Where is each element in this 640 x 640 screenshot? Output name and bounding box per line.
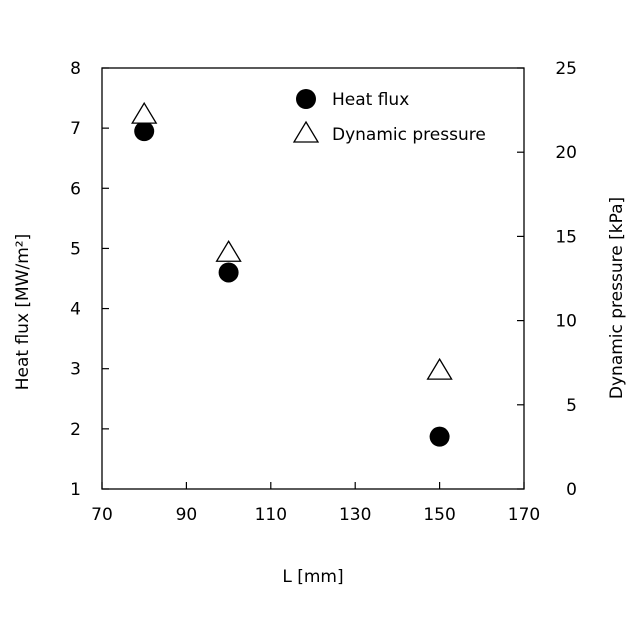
right-y-tick-label: 25 — [555, 59, 577, 79]
right-y-axis-ticks: 0 5 10 15 20 25 — [517, 59, 577, 500]
left-y-tick-label: 3 — [70, 360, 81, 380]
right-y-tick-label: 15 — [555, 227, 577, 247]
right-y-tick-label: 5 — [566, 396, 577, 416]
dynamic-pressure-point — [132, 103, 156, 123]
left-y-tick-label: 1 — [70, 480, 81, 500]
legend-label-heat-flux: Heat flux — [332, 90, 409, 110]
x-tick-label: 90 — [176, 505, 198, 525]
left-y-axis-title: Heat flux [MW/m²] — [13, 234, 33, 391]
x-tick-label: 70 — [91, 505, 113, 525]
legend-label-dynamic-pressure: Dynamic pressure — [332, 125, 486, 145]
heat-flux-point — [134, 121, 154, 141]
left-y-tick-label: 5 — [70, 239, 81, 259]
left-y-tick-label: 2 — [70, 420, 81, 440]
dynamic-pressure-point — [217, 241, 241, 261]
x-tick-label: 170 — [508, 505, 540, 525]
legend: Heat flux Dynamic pressure — [294, 89, 486, 145]
x-tick-label: 110 — [255, 505, 287, 525]
left-y-tick-label: 6 — [70, 179, 81, 199]
left-y-tick-label: 8 — [70, 59, 81, 79]
legend-marker-dynamic-pressure — [294, 122, 318, 142]
left-y-tick-label: 4 — [70, 300, 81, 320]
left-y-axis-ticks: 1 2 3 4 5 6 7 8 — [70, 59, 109, 500]
right-y-tick-label: 0 — [566, 480, 577, 500]
heat-flux-point — [430, 427, 450, 447]
data-points — [132, 103, 451, 447]
legend-marker-heat-flux — [296, 89, 316, 109]
heat-flux-point — [219, 262, 239, 282]
x-axis-title: L [mm] — [282, 567, 343, 587]
right-y-tick-label: 10 — [555, 312, 577, 332]
left-y-tick-label: 7 — [70, 119, 81, 139]
x-tick-label: 130 — [339, 505, 371, 525]
right-y-axis-title: Dynamic pressure [kPa] — [607, 197, 627, 399]
right-y-tick-label: 20 — [555, 143, 577, 163]
dynamic-pressure-point — [428, 359, 452, 379]
x-tick-label: 150 — [423, 505, 455, 525]
